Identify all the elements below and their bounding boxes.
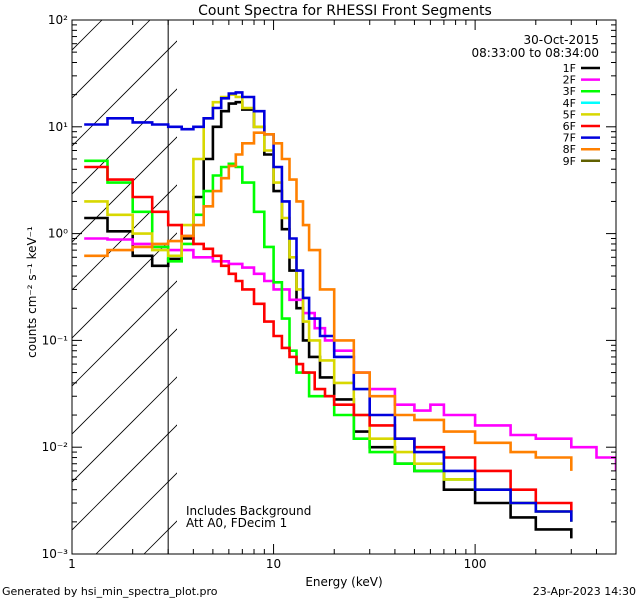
- legend-label-8F: 8F: [563, 143, 576, 156]
- y-axis-label: counts cm⁻² s⁻¹ keV⁻¹: [25, 226, 39, 358]
- legend-label-5F: 5F: [563, 108, 576, 121]
- x-axis: 1 10 100: [68, 20, 617, 571]
- hatched-region: [0, 20, 640, 554]
- legend-label-9F: 9F: [563, 155, 576, 168]
- y-tick-label: 10⁻¹: [42, 333, 69, 347]
- hatch-line: [72, 88, 177, 195]
- hatch-line: [72, 40, 177, 147]
- series-line-8F: [84, 131, 573, 471]
- date-label: 30-Oct-2015: [523, 33, 599, 47]
- y-tick-label: 10²: [48, 13, 68, 27]
- y-tick-label: 10¹: [48, 120, 68, 134]
- footer-generated-by: Generated by hsi_min_spectra_plot.pro: [2, 585, 218, 598]
- legend-label-4F: 4F: [563, 97, 576, 110]
- hatch-line: [72, 424, 177, 531]
- series-line-1F: [84, 100, 573, 539]
- x-tick-label: 100: [464, 557, 487, 571]
- footer-timestamp: 23-Apr-2023 14:30: [533, 585, 636, 598]
- hatch-line: [72, 20, 103, 51]
- x-tick-label: 1: [68, 557, 76, 571]
- x-axis-label: Energy (keV): [305, 575, 382, 589]
- chart-title: Count Spectra for RHESSI Front Segments: [198, 3, 492, 19]
- hatch-line: [72, 232, 177, 339]
- hatch-line: [240, 20, 640, 554]
- hatch-line: [72, 136, 177, 243]
- plot-frame: [71, 19, 617, 555]
- hatch-lines: [0, 20, 640, 554]
- annotation-attenuator: Att A0, FDecim 1: [186, 516, 287, 530]
- series-line-5F: [84, 93, 573, 522]
- legend-label-7F: 7F: [563, 132, 576, 145]
- y-axis: 10⁻³ 10⁻² 10⁻¹ 10⁰ 10¹ 10²: [42, 13, 616, 561]
- series-line-7F: [84, 91, 573, 522]
- legend-label-3F: 3F: [563, 85, 576, 98]
- hatch-line: [72, 376, 177, 483]
- time-range-label: 08:33:00 to 08:34:00: [472, 46, 599, 60]
- x-tick-label: 10: [266, 557, 281, 571]
- legend-label-1F: 1F: [563, 62, 576, 75]
- y-tick-label: 10⁻²: [42, 440, 69, 454]
- series-line-2F: [84, 237, 616, 471]
- legend-label-2F: 2F: [563, 74, 576, 87]
- y-tick-label: 10⁻³: [42, 547, 69, 561]
- hatch-line: [72, 280, 177, 387]
- hatch-line: [95, 472, 177, 554]
- annotation-background: Includes Background: [186, 504, 311, 518]
- hatch-line: [0, 20, 6, 554]
- legend-label-6F: 6F: [563, 120, 576, 133]
- hatch-line: [72, 184, 177, 291]
- series-group: [84, 91, 616, 539]
- y-tick-label: 10⁰: [48, 227, 68, 241]
